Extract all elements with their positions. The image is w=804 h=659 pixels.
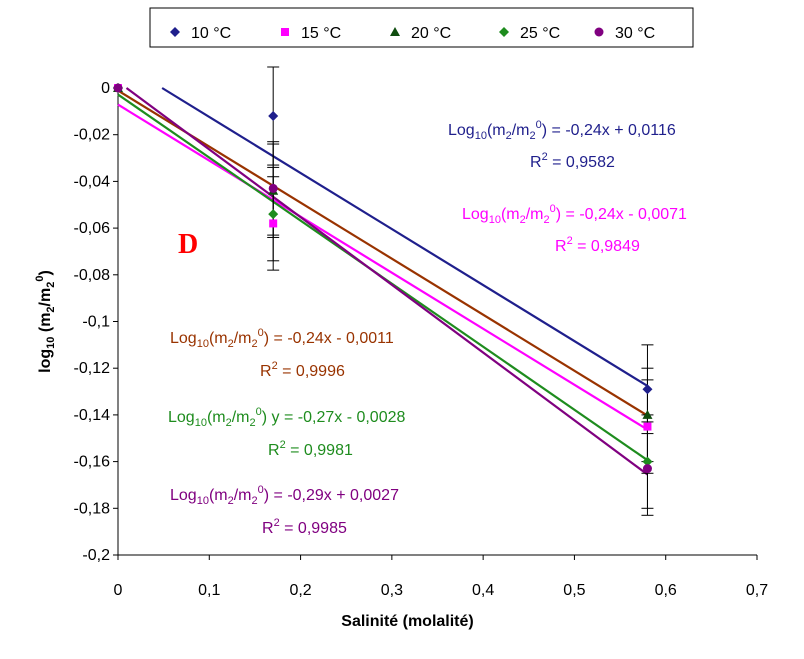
panel-label: D	[178, 229, 198, 260]
x-axis-title: Salinité (molalité)	[341, 613, 473, 630]
trendline-2	[117, 89, 649, 417]
legend-marker-3	[499, 27, 509, 37]
x-tick-label: 0,5	[563, 582, 585, 599]
legend-label-3: 25 °C	[520, 25, 560, 42]
legend-marker-1	[281, 28, 289, 36]
equation-4: Log10(m2/m20) = -0,29x + 0,0027	[170, 484, 399, 507]
legend-label-1: 15 °C	[301, 25, 341, 42]
y-tick-label: -0,1	[82, 314, 110, 331]
legend-box	[149, 7, 694, 48]
y-tick-label: -0,16	[74, 454, 111, 471]
data-point-3	[268, 209, 279, 220]
r-squared-1: R2 = 0,9849	[555, 235, 640, 255]
legend-label-4: 30 °C	[615, 25, 655, 42]
equation-3: Log10(m2/m20) y = -0,27x - 0,0028	[168, 406, 406, 429]
plot-area: 0 -0,02 -0,04 -0,06 -0,08 -0,1 -0,12 -0,14 -0,16…	[74, 66, 768, 599]
y-tick-label: -0,2	[82, 547, 110, 564]
legend-label-0: 10 °C	[191, 25, 231, 42]
y-tick-label: 0	[101, 80, 110, 97]
y-tick-label: -0,14	[74, 407, 111, 424]
data-point-4	[642, 464, 652, 474]
x-tick-label: 0,1	[198, 582, 220, 599]
data-point-4	[268, 183, 278, 193]
trendline-1	[117, 103, 649, 431]
r-squared-0: R2 = 0,9582	[530, 151, 615, 171]
data-point-1	[643, 422, 652, 431]
y-tick-label: -0,06	[74, 220, 111, 237]
x-tick-label: 0,2	[289, 582, 311, 599]
y-tick-label: -0,04	[74, 173, 111, 190]
x-tick-label: 0,6	[655, 582, 677, 599]
x-tick-label: 0,4	[472, 582, 494, 599]
data-point-0	[268, 111, 279, 122]
data-point-4	[113, 83, 123, 93]
x-tick-label: 0,7	[746, 582, 768, 599]
equation-1: Log10(m2/m20) = -0,24x - 0,0071	[462, 203, 687, 226]
legend-marker-0	[170, 27, 180, 37]
legend-marker-2	[390, 27, 400, 36]
legend-marker-4	[594, 27, 604, 37]
r-squared-2: R2 = 0,9996	[260, 360, 345, 380]
x-tick-label: 0,3	[381, 582, 403, 599]
y-axis-title: log10 (m2/m20)	[34, 270, 57, 373]
equation-2: Log10(m2/m20) = -0,24x - 0,0011	[170, 327, 394, 350]
trendline-4	[125, 87, 649, 476]
legend-label-2: 20 °C	[411, 25, 451, 42]
r-squared-4: R2 = 0,9985	[262, 517, 347, 537]
data-point-2	[642, 409, 653, 419]
legend: 10 °C 15 °C 20 °C 25 °C 30 °C	[149, 7, 694, 48]
chart-labels: Salinité (molalité) log10 (m2/m20) D Log10(…	[34, 119, 687, 630]
trendline-0	[161, 87, 649, 387]
y-tick-label: -0,02	[74, 127, 111, 144]
data-point-0	[642, 384, 653, 395]
data-point-1	[269, 219, 278, 228]
equation-0: Log10(m2/m20) = -0,24x + 0,0116	[448, 119, 676, 142]
y-tick-label: -0,08	[74, 267, 111, 284]
y-tick-label: -0,12	[74, 360, 111, 377]
x-tick-label: 0	[114, 582, 123, 599]
r-squared-3: R2 = 0,9981	[268, 439, 353, 459]
y-tick-label: -0,18	[74, 500, 111, 517]
data-point-3	[642, 456, 653, 467]
